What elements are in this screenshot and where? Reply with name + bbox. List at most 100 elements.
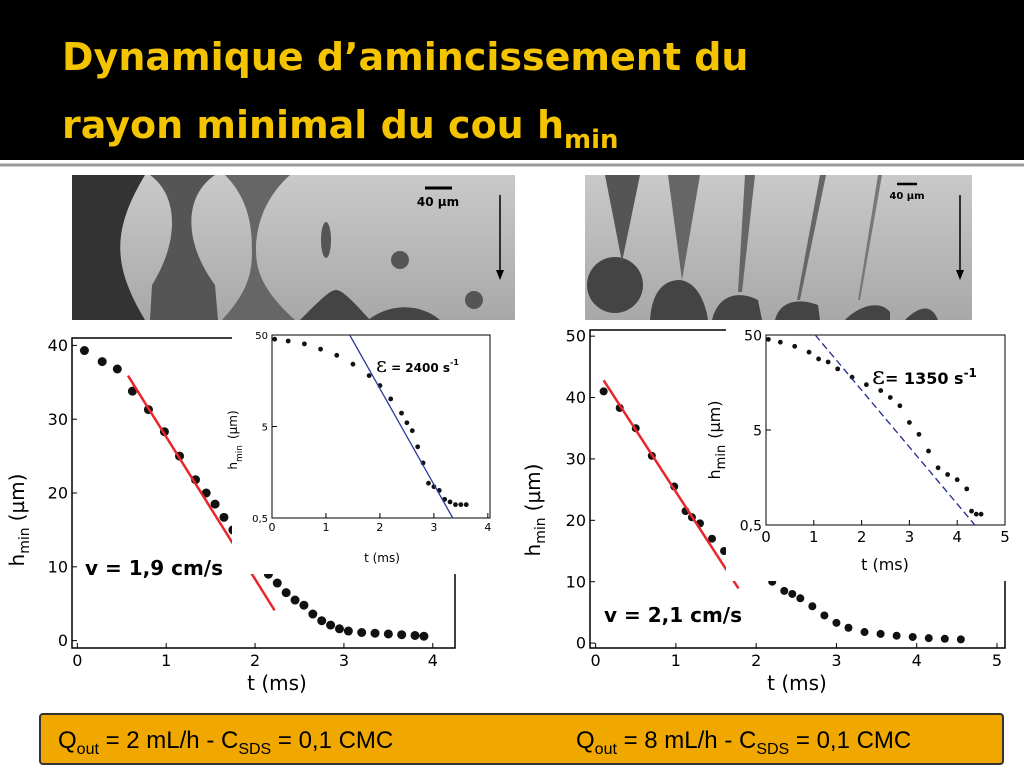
data-point	[79, 346, 89, 356]
annotation-text: v = 2,1 cm/s	[604, 603, 742, 627]
x-tick-label: 0	[591, 651, 601, 670]
y-label-unit: (µm)	[226, 410, 240, 439]
data-point	[272, 336, 278, 342]
y-tick-label: 50	[566, 327, 586, 346]
data-point	[299, 600, 309, 610]
data-point	[887, 395, 893, 400]
footer-subscript: SDS	[756, 741, 789, 758]
x-tick-label: 0	[72, 651, 82, 670]
data-point	[964, 486, 970, 492]
title-subscript: min	[564, 125, 619, 155]
data-point	[383, 629, 393, 639]
data-point	[272, 578, 282, 588]
data-point	[388, 396, 394, 402]
data-point	[897, 403, 903, 409]
data-point	[317, 616, 327, 626]
fit-line	[349, 334, 454, 519]
photo-strip: 40 µm	[585, 175, 972, 320]
y-tick-label: 10	[566, 572, 586, 591]
data-point	[892, 631, 901, 640]
scale-label: 40 µm	[417, 195, 459, 209]
footer-text: = 0,1 CMC	[789, 727, 911, 754]
y-label-text: h	[5, 554, 29, 567]
x-tick-label: 3	[430, 521, 437, 534]
y-label-unit: (µm)	[5, 474, 29, 522]
chart: 0 1 2 3 4 5 0,5 5 50 t (ms) hmin (µm) ε= 1350 s-1	[705, 328, 1011, 581]
fit-line	[814, 334, 976, 526]
data-point	[399, 410, 404, 416]
data-point	[463, 502, 469, 508]
x-tick-label: 1	[161, 651, 171, 670]
data-point	[808, 602, 817, 611]
data-point	[907, 420, 912, 425]
data-point	[825, 359, 831, 365]
footer-left: Qout = 2 mL/h - CSDS = 0,1 CMC	[58, 727, 393, 758]
data-point	[285, 338, 291, 344]
x-axis-label: t (ms)	[247, 671, 307, 695]
data-point	[796, 594, 805, 603]
x-tick-label: 2	[751, 651, 761, 670]
data-point	[908, 632, 917, 641]
data-point	[426, 480, 431, 486]
y-tick-label: 40	[566, 388, 586, 407]
data-point	[334, 352, 340, 358]
x-tick-label: 1	[809, 528, 819, 546]
x-axis-label: t (ms)	[861, 555, 909, 574]
data-point	[318, 346, 323, 352]
title-text: rayon minimal du cou h	[62, 103, 564, 147]
data-point	[926, 448, 931, 454]
y-tick-label: 0,5	[740, 518, 762, 534]
x-tick-label: 3	[831, 651, 841, 670]
annotation-text: v = 1,9 cm/s	[85, 556, 223, 580]
data-point	[956, 635, 965, 644]
data-point	[820, 611, 829, 620]
footer-text: = 8 mL/h - C	[617, 727, 756, 754]
footer-text: = 2 mL/h - C	[99, 727, 238, 754]
y-tick-label: 0,5	[252, 514, 268, 525]
x-tick-label: 3	[339, 651, 349, 670]
annotation-superscript: -1	[450, 358, 459, 367]
data-point	[127, 386, 137, 396]
annotation: v = 2,1 cm/s	[604, 603, 742, 627]
x-tick-label: 1	[322, 521, 329, 534]
data-point	[876, 629, 885, 638]
x-tick-label: 3	[905, 528, 915, 546]
footer-subscript: out	[595, 741, 618, 758]
data-point	[409, 428, 415, 434]
y-tick-label: 0	[576, 634, 586, 653]
data-point	[832, 618, 841, 627]
data-point	[370, 628, 380, 638]
footer-box	[39, 713, 1004, 765]
annotation: ε= 1350 s-1	[872, 361, 977, 390]
data-point	[290, 595, 300, 605]
footer-right: Qout = 8 mL/h - CSDS = 0,1 CMC	[576, 727, 911, 758]
x-tick-label: 4	[912, 651, 922, 670]
data-point	[792, 343, 798, 349]
data-point	[916, 431, 922, 437]
y-axis-label: hmin (µm)	[5, 474, 33, 567]
data-point	[969, 508, 974, 514]
data-point	[708, 534, 717, 543]
y-label-subscript: min	[714, 445, 729, 470]
scale-label: 40 µm	[889, 191, 924, 202]
data-point	[458, 502, 464, 508]
annotation-text: = 2400 s	[387, 361, 450, 375]
data-point	[357, 628, 367, 637]
inset-background	[232, 329, 496, 574]
y-label-text: h	[226, 462, 240, 470]
data-point	[97, 357, 107, 367]
data-point	[397, 630, 407, 640]
x-tick-label: 4	[428, 651, 438, 670]
x-tick-label: 2	[857, 528, 867, 546]
data-point	[301, 341, 307, 347]
annotation-symbol: ε	[872, 361, 885, 390]
x-tick-label: 4	[484, 521, 491, 534]
y-tick-label: 20	[566, 511, 586, 530]
chart: 0 1 2 3 4 0,5 5 50 t (ms) hmin (µm) ε = 2400 s-1	[226, 329, 496, 574]
data-point	[978, 511, 984, 517]
x-tick-label: 5	[1000, 528, 1010, 546]
inset-background	[726, 329, 1011, 581]
